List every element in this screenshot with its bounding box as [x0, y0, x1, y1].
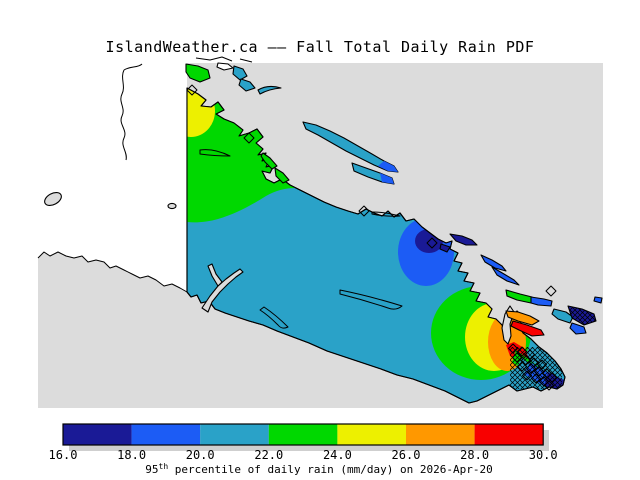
gulf-islands — [439, 233, 603, 337]
west-land-fill — [38, 63, 187, 292]
alberni-inlet-branch — [207, 263, 223, 287]
colorbar-seg-26-28 — [406, 424, 475, 445]
cluster-diamond — [525, 349, 535, 360]
tick-label-26: 26.0 — [392, 448, 421, 462]
west-inlet-outline — [120, 63, 143, 161]
cluster-diamond — [526, 363, 536, 374]
cluster-diamond — [521, 355, 531, 366]
tick-label-30: 30.0 — [529, 448, 558, 462]
caption-number: 95 — [145, 463, 158, 476]
teal-islet-2 — [238, 78, 256, 92]
colorbar-ticks: 16.0 18.0 20.0 22.0 24.0 26.0 28.0 30.0 — [49, 448, 558, 462]
red-islet — [510, 320, 545, 337]
tick-label-20: 20.0 — [186, 448, 215, 462]
colorbar: 16.0 18.0 20.0 22.0 24.0 26.0 28.0 30.0 … — [49, 423, 558, 476]
gulf-blue-islet — [569, 322, 587, 335]
texada-blue-tip — [378, 161, 398, 172]
denman-islet — [260, 152, 278, 170]
cluster-diamond — [539, 376, 549, 387]
cluster-diamond — [547, 372, 557, 383]
west-lakelet — [167, 202, 177, 210]
tick-label-28: 28.0 — [460, 448, 489, 462]
white-islet — [216, 62, 234, 71]
station-diamonds — [186, 84, 557, 297]
lasqueti-blue-tip — [380, 173, 394, 184]
gulf-blue-strip-1 — [480, 254, 507, 272]
gulf-teal-islet — [551, 308, 574, 324]
tick-label-18: 18.0 — [117, 448, 146, 462]
station-diamond-nw — [186, 84, 198, 96]
colorbar-seg-24-26 — [337, 424, 406, 445]
colorbar-seg-28-30 — [474, 424, 544, 445]
west-coastline — [37, 251, 188, 293]
buttle-lake-outline — [199, 149, 231, 157]
strait-islands — [302, 121, 399, 185]
gulf-navy-islet-hatch — [568, 306, 596, 325]
colorbar-seg-18-20 — [131, 424, 201, 445]
horne-lake-outline — [371, 211, 401, 217]
hornby-islet — [274, 167, 290, 184]
teal-islet-1 — [232, 65, 248, 81]
teal-crescent-islet — [257, 85, 282, 95]
orange-islet — [505, 310, 540, 326]
west-lake — [44, 192, 62, 206]
gulf-blue-strip-2 — [491, 266, 520, 286]
tick-label-16: 16.0 — [49, 448, 78, 462]
cluster-diamond — [544, 380, 554, 391]
cluster-diamond — [537, 359, 547, 370]
cluster-diamond — [517, 346, 527, 357]
cowichan-lake-outline — [339, 289, 403, 310]
gulf-navy-tip — [439, 243, 451, 253]
cluster-diamond — [517, 361, 527, 372]
cluster-diamond — [534, 366, 544, 377]
tick-label-24: 24.0 — [323, 448, 352, 462]
cluster-diamond — [522, 370, 532, 381]
colorbar-seg-20-22 — [200, 424, 269, 445]
map-title: IslandWeather.ca –– Fall Total Daily Rai… — [106, 38, 535, 56]
island-outline — [186, 87, 566, 404]
top-coast-fragments — [195, 56, 253, 63]
station-diamond-gulf — [545, 285, 557, 297]
colorbar-seg-16-18 — [63, 424, 132, 445]
colorbar-seg-22-24 — [268, 424, 338, 445]
north-islands — [185, 62, 290, 184]
colorbar-caption: 95th percentile of daily rain (mm/day) o… — [145, 462, 492, 476]
green-mid-islets — [260, 152, 290, 184]
caption-superscript: th — [159, 462, 169, 471]
station-cluster — [508, 343, 557, 391]
teal-islets — [232, 65, 282, 95]
station-diamond-north — [243, 132, 255, 144]
tick-label-22: 22.0 — [254, 448, 283, 462]
green-islet-north — [185, 63, 211, 83]
saltspring-blue-part — [530, 296, 553, 307]
station-diamond-east — [426, 237, 438, 249]
cluster-diamond — [512, 352, 522, 363]
cluster-diamond — [542, 368, 552, 379]
station-diamond-central — [358, 205, 370, 217]
gulf-blue-dot — [593, 296, 603, 304]
colorbar-outline — [62, 423, 544, 446]
gulf-navy-strip — [449, 233, 478, 246]
nitinat-lake-outline — [259, 306, 289, 329]
cluster-diamond — [531, 373, 541, 384]
cluster-diamond — [508, 343, 518, 354]
caption-text: percentile of daily rain (mm/day) on 202… — [168, 463, 493, 476]
